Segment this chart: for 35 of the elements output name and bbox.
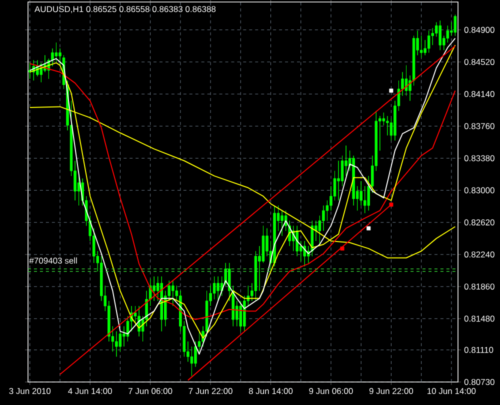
point bbox=[366, 226, 371, 230]
x-tick-label: 3 Jun 2010 bbox=[9, 388, 51, 394]
candlestick bbox=[54, 42, 58, 64]
x-tick-label: 10 Jun 14:00 bbox=[427, 388, 476, 394]
y-tick-label: 0.82240 bbox=[464, 251, 494, 258]
x-tick-label: 4 Jun 14:00 bbox=[68, 388, 112, 394]
y-tick-label: 0.81860 bbox=[464, 284, 494, 290]
chart-title: AUDUSD,H1 0.86525 0.86558 0.86383 0.86388 bbox=[34, 6, 216, 14]
candlestick bbox=[454, 14, 457, 36]
candlestick bbox=[172, 280, 174, 306]
candlestick bbox=[427, 30, 430, 53]
x-tick-label: 9 Jun 22:00 bbox=[369, 388, 414, 394]
candlestick bbox=[228, 262, 231, 302]
y-tick-label: 0.84520 bbox=[464, 58, 494, 65]
candlestick bbox=[367, 176, 370, 211]
y-tick-label: 0.81110 bbox=[464, 346, 494, 353]
ref-line-label: #709403 sell bbox=[29, 257, 77, 264]
y-tick-label: 0.83000 bbox=[464, 187, 494, 194]
candlestick bbox=[216, 276, 220, 302]
point bbox=[389, 202, 394, 207]
y-tick-label: 0.84900 bbox=[464, 26, 494, 33]
point bbox=[389, 88, 394, 93]
y-tick-label: 0.83380 bbox=[464, 155, 494, 162]
y-tick-label: 0.83760 bbox=[464, 123, 494, 130]
candlestick bbox=[273, 205, 276, 267]
x-tick-label: 8 Jun 14:00 bbox=[248, 388, 293, 394]
y-tick-label: 0.84140 bbox=[464, 91, 494, 98]
y-tick-label: 0.81480 bbox=[464, 316, 494, 322]
candlestick bbox=[438, 20, 442, 50]
y-tick-label: 0.80730 bbox=[464, 378, 494, 386]
point bbox=[340, 246, 344, 251]
x-tick-label: 9 Jun 06:00 bbox=[309, 388, 353, 394]
x-tick-label: 7 Jun 06:00 bbox=[128, 388, 172, 394]
y-tick-label: 0.82620 bbox=[464, 219, 494, 226]
x-tick-label: 7 Jun 22:00 bbox=[188, 388, 232, 394]
